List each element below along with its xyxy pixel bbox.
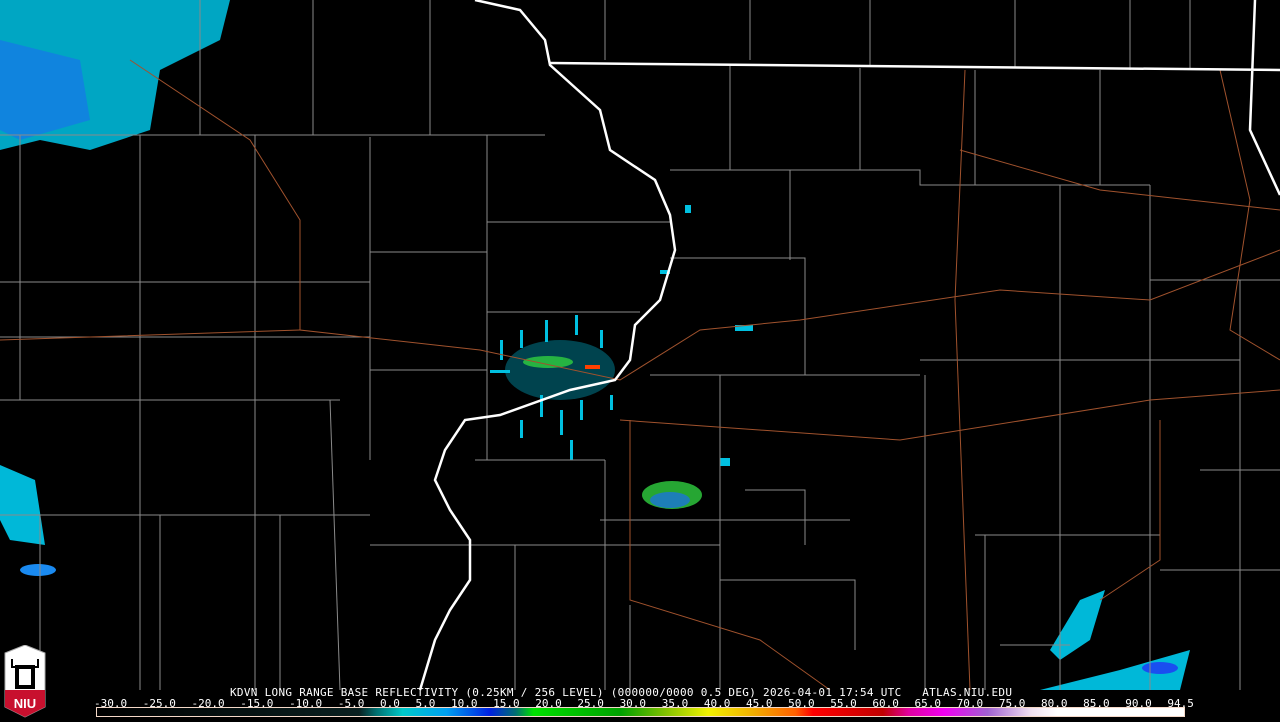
county-lines: [0, 0, 1280, 691]
reflectivity-colorbar: [96, 707, 1185, 717]
colorbar-label: 60.0: [872, 697, 899, 710]
colorbar-label: 15.0: [493, 697, 520, 710]
colorbar-label: 80.0: [1040, 697, 1068, 710]
colorbar-label: -5.0: [337, 697, 365, 710]
colorbar-label: 85.0: [1083, 697, 1110, 710]
colorbar-label: 35.0: [661, 697, 689, 710]
colorbar-label: -20.0: [191, 697, 225, 710]
colorbar-label: 45.0: [745, 697, 773, 710]
colorbar-label: 70.0: [956, 697, 984, 710]
colorbar-label: 55.0: [830, 697, 857, 710]
colorbar-label: 50.0: [788, 697, 815, 710]
colorbar-label: 75.0: [998, 697, 1026, 710]
colorbar-label: 40.0: [703, 697, 731, 710]
state-borders: [418, 0, 1280, 691]
highways: [0, 59, 1280, 691]
svg-text:NIU: NIU: [14, 696, 36, 711]
colorbar-label: -10.0: [289, 697, 323, 710]
colorbar-label: 25.0: [577, 697, 604, 710]
colorbar-label: -15.0: [240, 697, 274, 710]
colorbar-label: -25.0: [142, 697, 176, 710]
product-title: KDVN LONG RANGE BASE REFLECTIVITY (0.25K…: [230, 686, 1013, 699]
colorbar-label: 0.0: [379, 697, 400, 710]
niu-logo: NIU: [3, 644, 47, 718]
colorbar-label: 10.0: [451, 697, 478, 710]
colorbar-labels: -30.0 -25.0 -20.0 -15.0 -10.0 -5.0 0.0 5.0 10.0 1…: [94, 697, 1194, 710]
colorbar-label: 94.5: [1167, 697, 1194, 710]
colorbar-label: -30.0: [94, 697, 128, 710]
colorbar-label: 5.0: [415, 697, 436, 710]
colorbar-label: 90.0: [1125, 697, 1152, 710]
colorbar-label: 65.0: [914, 697, 942, 710]
colorbar-label: 30.0: [619, 697, 647, 710]
colorbar-label: 20.0: [535, 697, 562, 710]
